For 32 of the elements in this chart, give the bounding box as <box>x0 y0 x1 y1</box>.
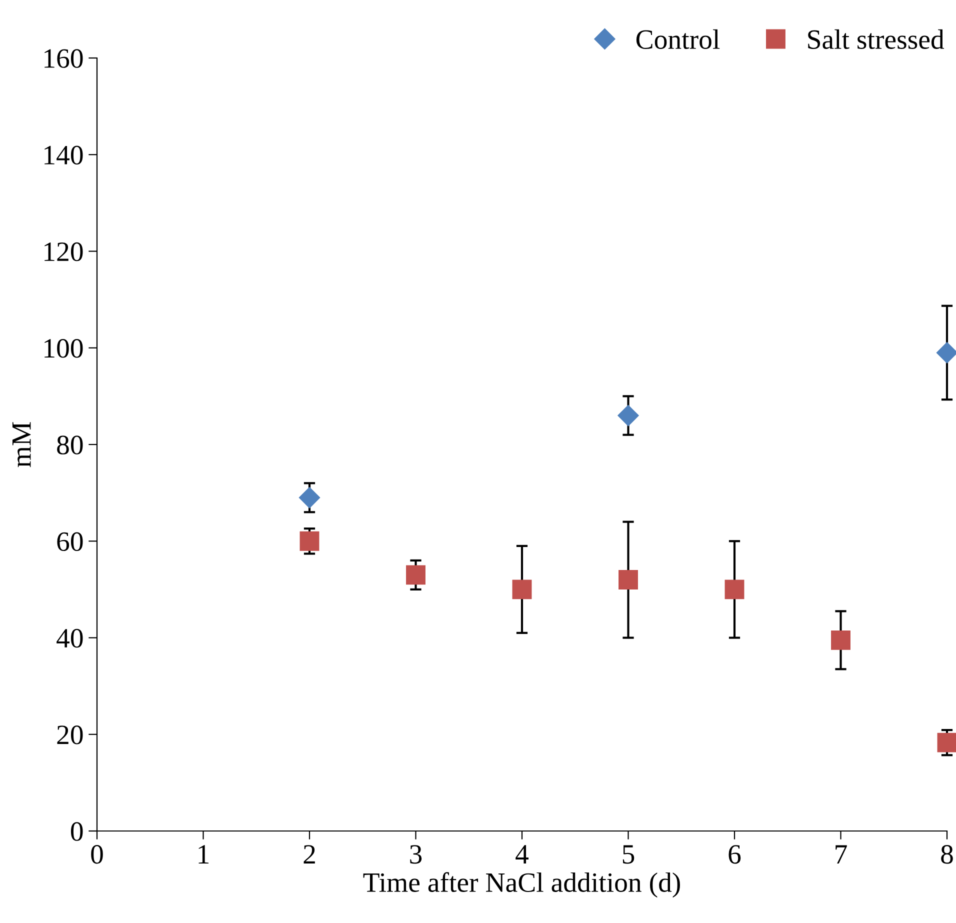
point <box>831 630 850 650</box>
y-axis-title: mM <box>12 422 31 468</box>
x-tick-label: 2 <box>304 845 315 864</box>
y-tick-label: 120 <box>44 242 83 262</box>
x-tick-label: 4 <box>516 845 529 864</box>
y-tick-label: 160 <box>44 49 83 68</box>
point <box>724 580 744 600</box>
point <box>618 570 638 590</box>
y-tick-label: 20 <box>57 726 83 744</box>
x-tick-label: 6 <box>728 845 741 864</box>
x-tick-label: 8 <box>941 844 953 864</box>
point <box>512 580 532 600</box>
y-tick-label: 0 <box>70 822 83 841</box>
x-tick-label: 3 <box>410 845 422 864</box>
y-tick-label: 40 <box>56 628 83 648</box>
x-axis-title: Time after NaCl addition (d) <box>363 872 680 898</box>
point <box>937 732 956 752</box>
x-tick-label: 0 <box>91 844 103 864</box>
point <box>618 404 639 426</box>
x-tick-label: 1 <box>198 845 209 864</box>
y-tick-label: 100 <box>44 339 83 358</box>
legend-label: Salt stressed <box>808 29 944 49</box>
point <box>300 531 320 551</box>
point <box>936 342 956 364</box>
x-tick-label: 7 <box>836 845 847 864</box>
x-tick-label: 5 <box>622 845 634 864</box>
y-tick-label: 80 <box>57 436 83 454</box>
y-tick-label: 140 <box>44 146 83 165</box>
legend-label: Control <box>636 29 720 49</box>
point <box>298 487 320 508</box>
y-tick-label: 60 <box>57 532 83 552</box>
point <box>406 565 426 585</box>
